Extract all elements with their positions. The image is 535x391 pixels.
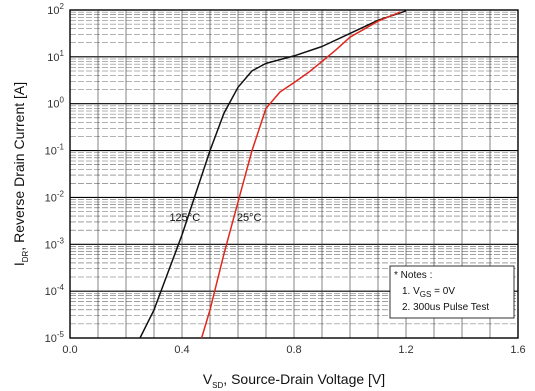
x-tick-label: 0.0 (62, 344, 77, 356)
curve-label-0: 125°C (169, 212, 200, 224)
curve-label-1: 25°C (237, 212, 262, 224)
series-layer (139, 10, 407, 339)
x-tick-label: 1.6 (510, 344, 525, 356)
y-tick-label: 10-4 (45, 283, 65, 298)
notes-title: * Notes : (394, 270, 432, 281)
plot-frame (69, 9, 519, 339)
y-tick-label: 100 (47, 96, 64, 111)
x-tick-label: 0.8 (286, 344, 301, 356)
y-tick-label: 10-3 (45, 236, 65, 251)
series-line-0 (139, 10, 407, 339)
notes-line-1: 1. VGS = 0V (402, 286, 455, 299)
x-axis-label: VSD, Source-Drain Voltage [V] (203, 371, 385, 390)
notes-line-2: 2. 300us Pulse Test (402, 302, 489, 313)
series-line-1 (200, 11, 401, 339)
notes-box: * Notes : 1. VGS = 0V 2. 300us Pulse Tes… (389, 265, 515, 319)
y-tick-label: 101 (47, 49, 64, 64)
x-tick-label: 1.2 (398, 344, 413, 356)
annotation-layer: 125°C 25°C (169, 212, 261, 224)
y-tick-label: 102 (47, 2, 64, 17)
y-tick-label: 10-5 (45, 330, 65, 345)
y-tick-label: 10-1 (45, 143, 65, 158)
y-axis-label: IDR, Reverse Drain Current [A] (11, 82, 30, 266)
y-tick-label: 10-2 (45, 189, 65, 204)
x-tick-labels: 0.0 0.4 0.8 1.2 1.6 (62, 344, 525, 356)
x-tick-label: 0.4 (174, 344, 189, 356)
y-tick-labels: 102 101 100 10-1 10-2 10-3 10-4 10-5 (45, 2, 65, 345)
